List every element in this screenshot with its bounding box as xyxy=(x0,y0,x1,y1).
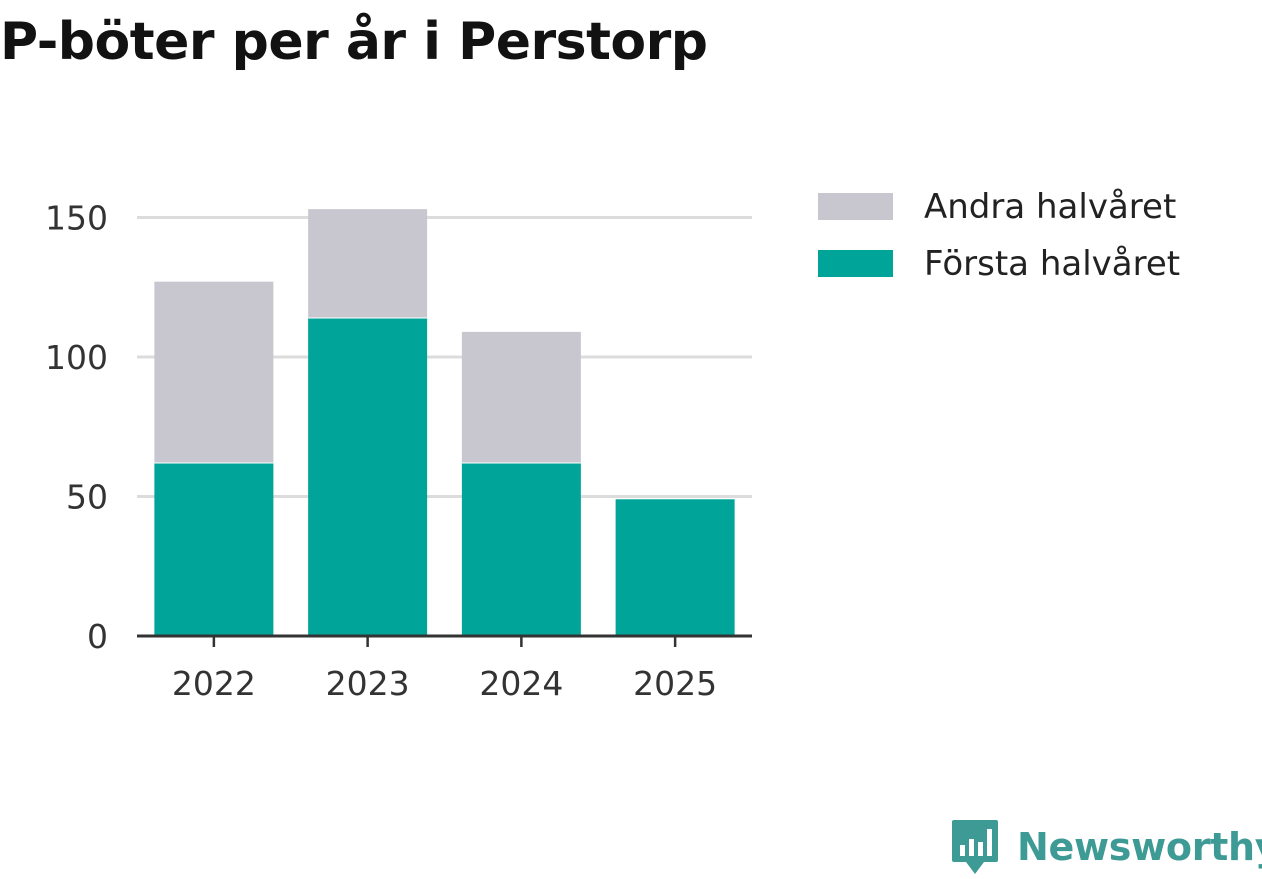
legend-swatch-andra-halvaret xyxy=(818,193,893,220)
y-tick-label-150: 150 xyxy=(45,199,108,238)
newsworthy-wordmark: Newsworthy xyxy=(1017,825,1262,869)
x-tick-label-2022: 2022 xyxy=(172,664,256,703)
bar-2025-forsta-halvaret xyxy=(615,499,735,636)
legend-label-forsta-halvaret: Första halvåret xyxy=(924,243,1181,284)
bar-2024-forsta-halvaret xyxy=(461,463,581,636)
y-tick-label-0: 0 xyxy=(87,617,108,656)
bar-2024-andra-halvaret xyxy=(461,331,581,464)
y-tick-label-100: 100 xyxy=(45,338,108,377)
legend-item-andra-halvaret: Andra halvåret xyxy=(818,178,1180,235)
y-tick-label-50: 50 xyxy=(66,478,108,517)
newsworthy-logo: Newsworthy xyxy=(950,818,1262,876)
x-tick-label-2023: 2023 xyxy=(326,664,410,703)
legend-swatch-forsta-halvaret xyxy=(818,250,893,277)
newsworthy-bar-chart-icon xyxy=(952,820,998,874)
bar-2023-forsta-halvaret xyxy=(308,317,428,636)
bar-2023-andra-halvaret xyxy=(308,209,428,318)
chart-legend: Andra halvåret Första halvåret xyxy=(818,178,1180,292)
chart-title: P-böter per år i Perstorp xyxy=(0,12,708,72)
bar-2022-forsta-halvaret xyxy=(154,463,274,636)
legend-item-forsta-halvaret: Första halvåret xyxy=(818,235,1180,292)
x-tick-label-2024: 2024 xyxy=(479,664,563,703)
legend-label-andra-halvaret: Andra halvåret xyxy=(924,186,1177,227)
bar-2022-andra-halvaret xyxy=(154,281,274,464)
stacked-bar-chart: 0 50 100 150 2022 2023 2024 2025 xyxy=(45,199,752,703)
x-tick-label-2025: 2025 xyxy=(633,664,717,703)
